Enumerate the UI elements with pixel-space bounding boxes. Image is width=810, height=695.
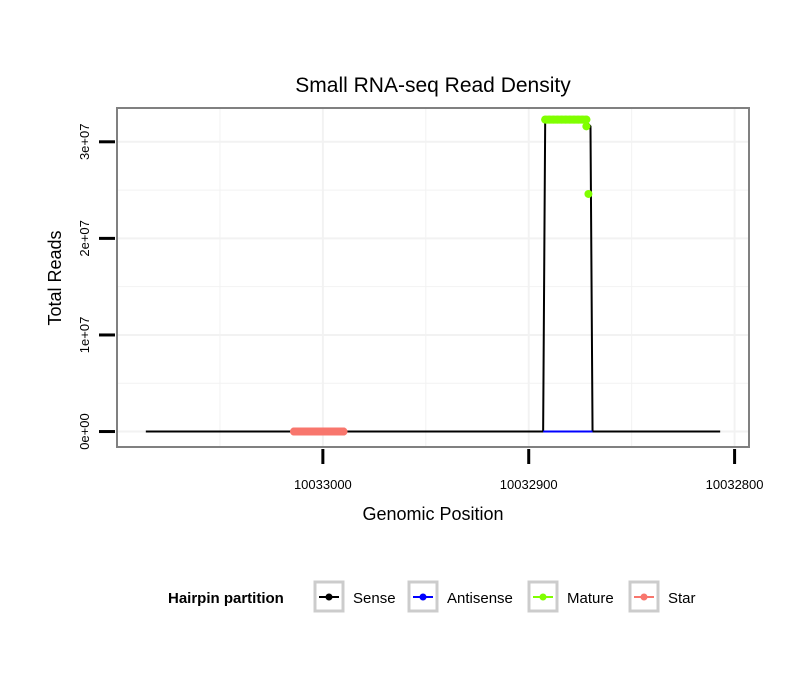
series-mature-point xyxy=(584,189,593,198)
axes: 10033000 10032900 10032800 0e+00 1e+07 2e+07 3… xyxy=(77,124,764,492)
x-tick-label: 10033000 xyxy=(294,477,352,492)
legend-key-point xyxy=(640,593,648,601)
data-marks xyxy=(145,115,721,436)
legend-key-point xyxy=(419,593,427,601)
legend-key-point xyxy=(325,593,333,601)
y-tick-label: 0e+00 xyxy=(77,413,92,450)
x-tick-label: 10032800 xyxy=(706,477,764,492)
y-tick-label: 1e+07 xyxy=(77,317,92,354)
series-star-point xyxy=(339,427,348,436)
legend-label-antisense: Antisense xyxy=(447,590,513,607)
plot-background xyxy=(117,108,749,447)
y-axis-label: Total Reads xyxy=(45,230,65,325)
legend: Hairpin partition Sense Antisense Mature St… xyxy=(168,580,696,613)
plot-border xyxy=(116,107,750,448)
chart-title: Small RNA-seq Read Density xyxy=(295,74,571,97)
y-tick-label: 3e+07 xyxy=(77,124,92,161)
series-mature-point xyxy=(582,122,591,131)
legend-label-mature: Mature xyxy=(567,590,614,607)
legend-label-star: Star xyxy=(668,590,696,607)
legend-key-point xyxy=(539,593,547,601)
legend-label-sense: Sense xyxy=(353,590,396,607)
series-mature-point xyxy=(582,115,591,124)
x-axis-label: Genomic Position xyxy=(362,504,503,524)
y-tick-label: 2e+07 xyxy=(77,220,92,257)
x-tick-label: 10032900 xyxy=(500,477,558,492)
legend-title: Hairpin partition xyxy=(168,590,284,607)
